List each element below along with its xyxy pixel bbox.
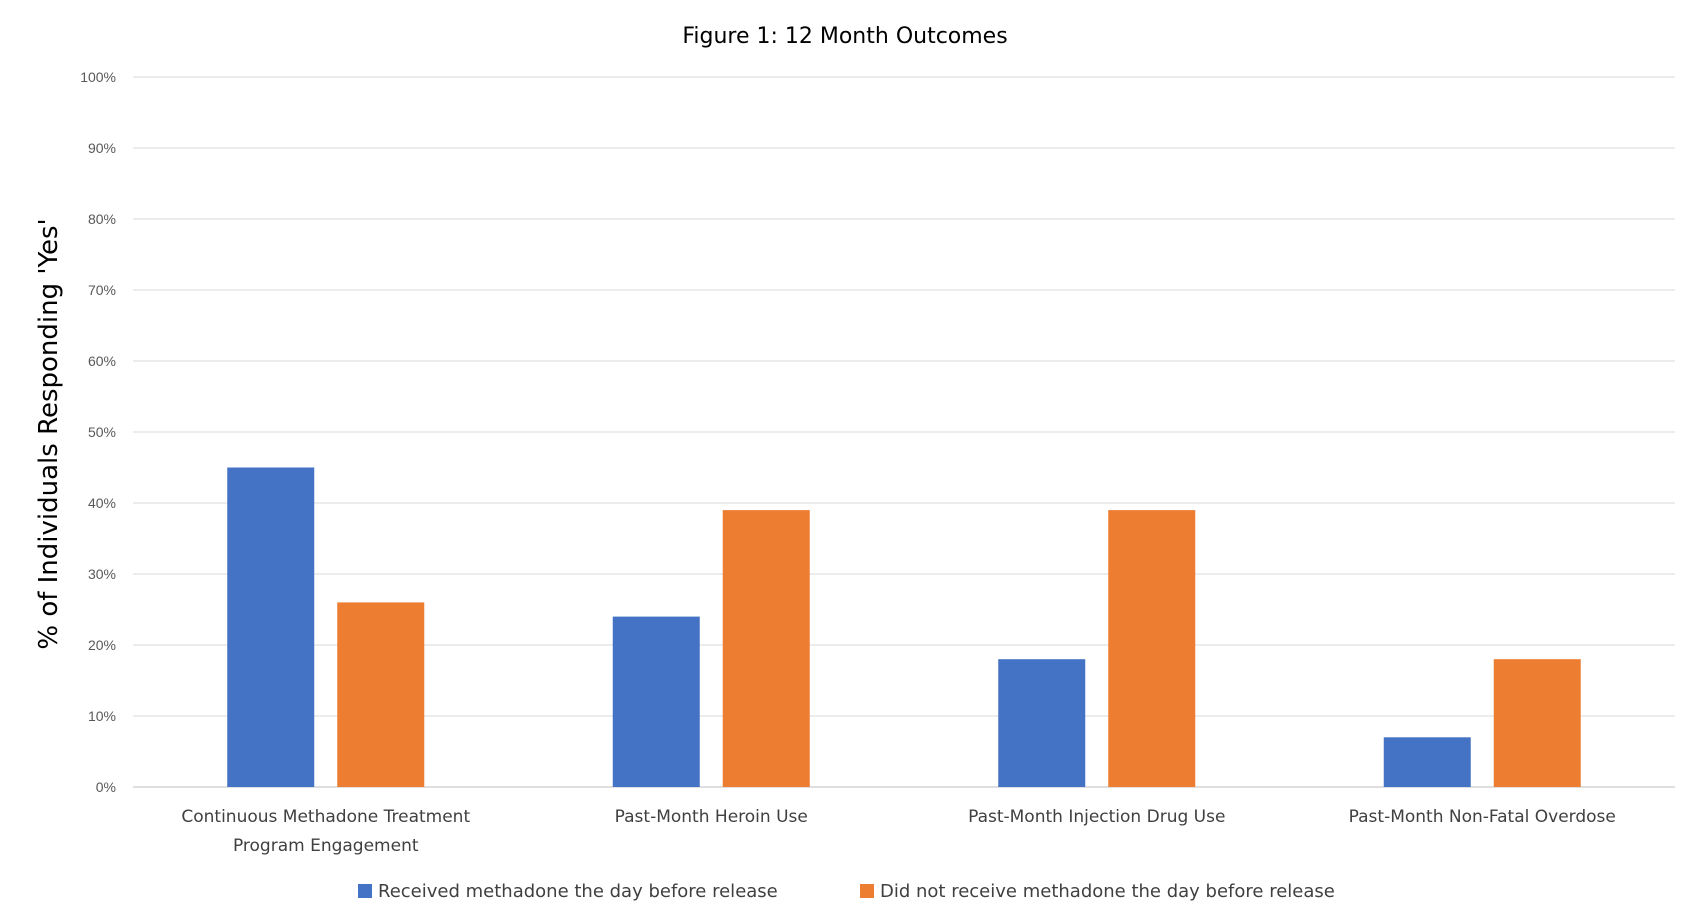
bar — [612, 616, 700, 787]
x-axis-labels: Continuous Methadone Treatment Program En… — [181, 807, 1615, 856]
y-tick-label: 100% — [80, 69, 116, 85]
y-tick-label: 20% — [88, 637, 116, 653]
y-tick-label: 70% — [88, 282, 116, 298]
y-tick-label: 80% — [88, 211, 116, 227]
y-tick-label: 10% — [88, 708, 116, 724]
legend-swatch — [860, 884, 874, 898]
bar — [998, 659, 1086, 787]
y-tick-label: 40% — [88, 495, 116, 511]
y-tick-label: 60% — [88, 353, 116, 369]
y-tick-label: 90% — [88, 140, 116, 156]
legend-label: Received methadone the day before releas… — [378, 881, 778, 902]
x-tick-label: Continuous Methadone Treatment — [181, 807, 470, 827]
x-tick-label: Past-Month Non-Fatal Overdose — [1349, 807, 1616, 827]
x-tick-label: Past-Month Injection Drug Use — [968, 807, 1225, 827]
legend-label: Did not receive methadone the day before… — [880, 881, 1335, 902]
legend: Received methadone the day before releas… — [358, 881, 1335, 902]
y-axis-label: % of Individuals Responding 'Yes' — [34, 218, 64, 649]
y-axis-ticks: 0% 10% 20% 30% 40% 50% 60% 70% 80% 90% 100% — [80, 69, 116, 795]
bar — [227, 467, 315, 787]
bars — [227, 467, 1581, 787]
y-tick-label: 30% — [88, 566, 116, 582]
x-tick-label: Program Engagement — [233, 836, 419, 856]
bar — [1493, 659, 1581, 787]
legend-swatch — [358, 884, 372, 898]
chart-title: Figure 1: 12 Month Outcomes — [682, 24, 1007, 49]
y-tick-label: 50% — [88, 424, 116, 440]
y-tick-label: 0% — [96, 779, 116, 795]
bar — [337, 602, 425, 787]
bar — [1383, 737, 1471, 787]
bar — [722, 510, 810, 787]
bar — [1108, 510, 1196, 787]
x-tick-label: Past-Month Heroin Use — [615, 807, 808, 827]
